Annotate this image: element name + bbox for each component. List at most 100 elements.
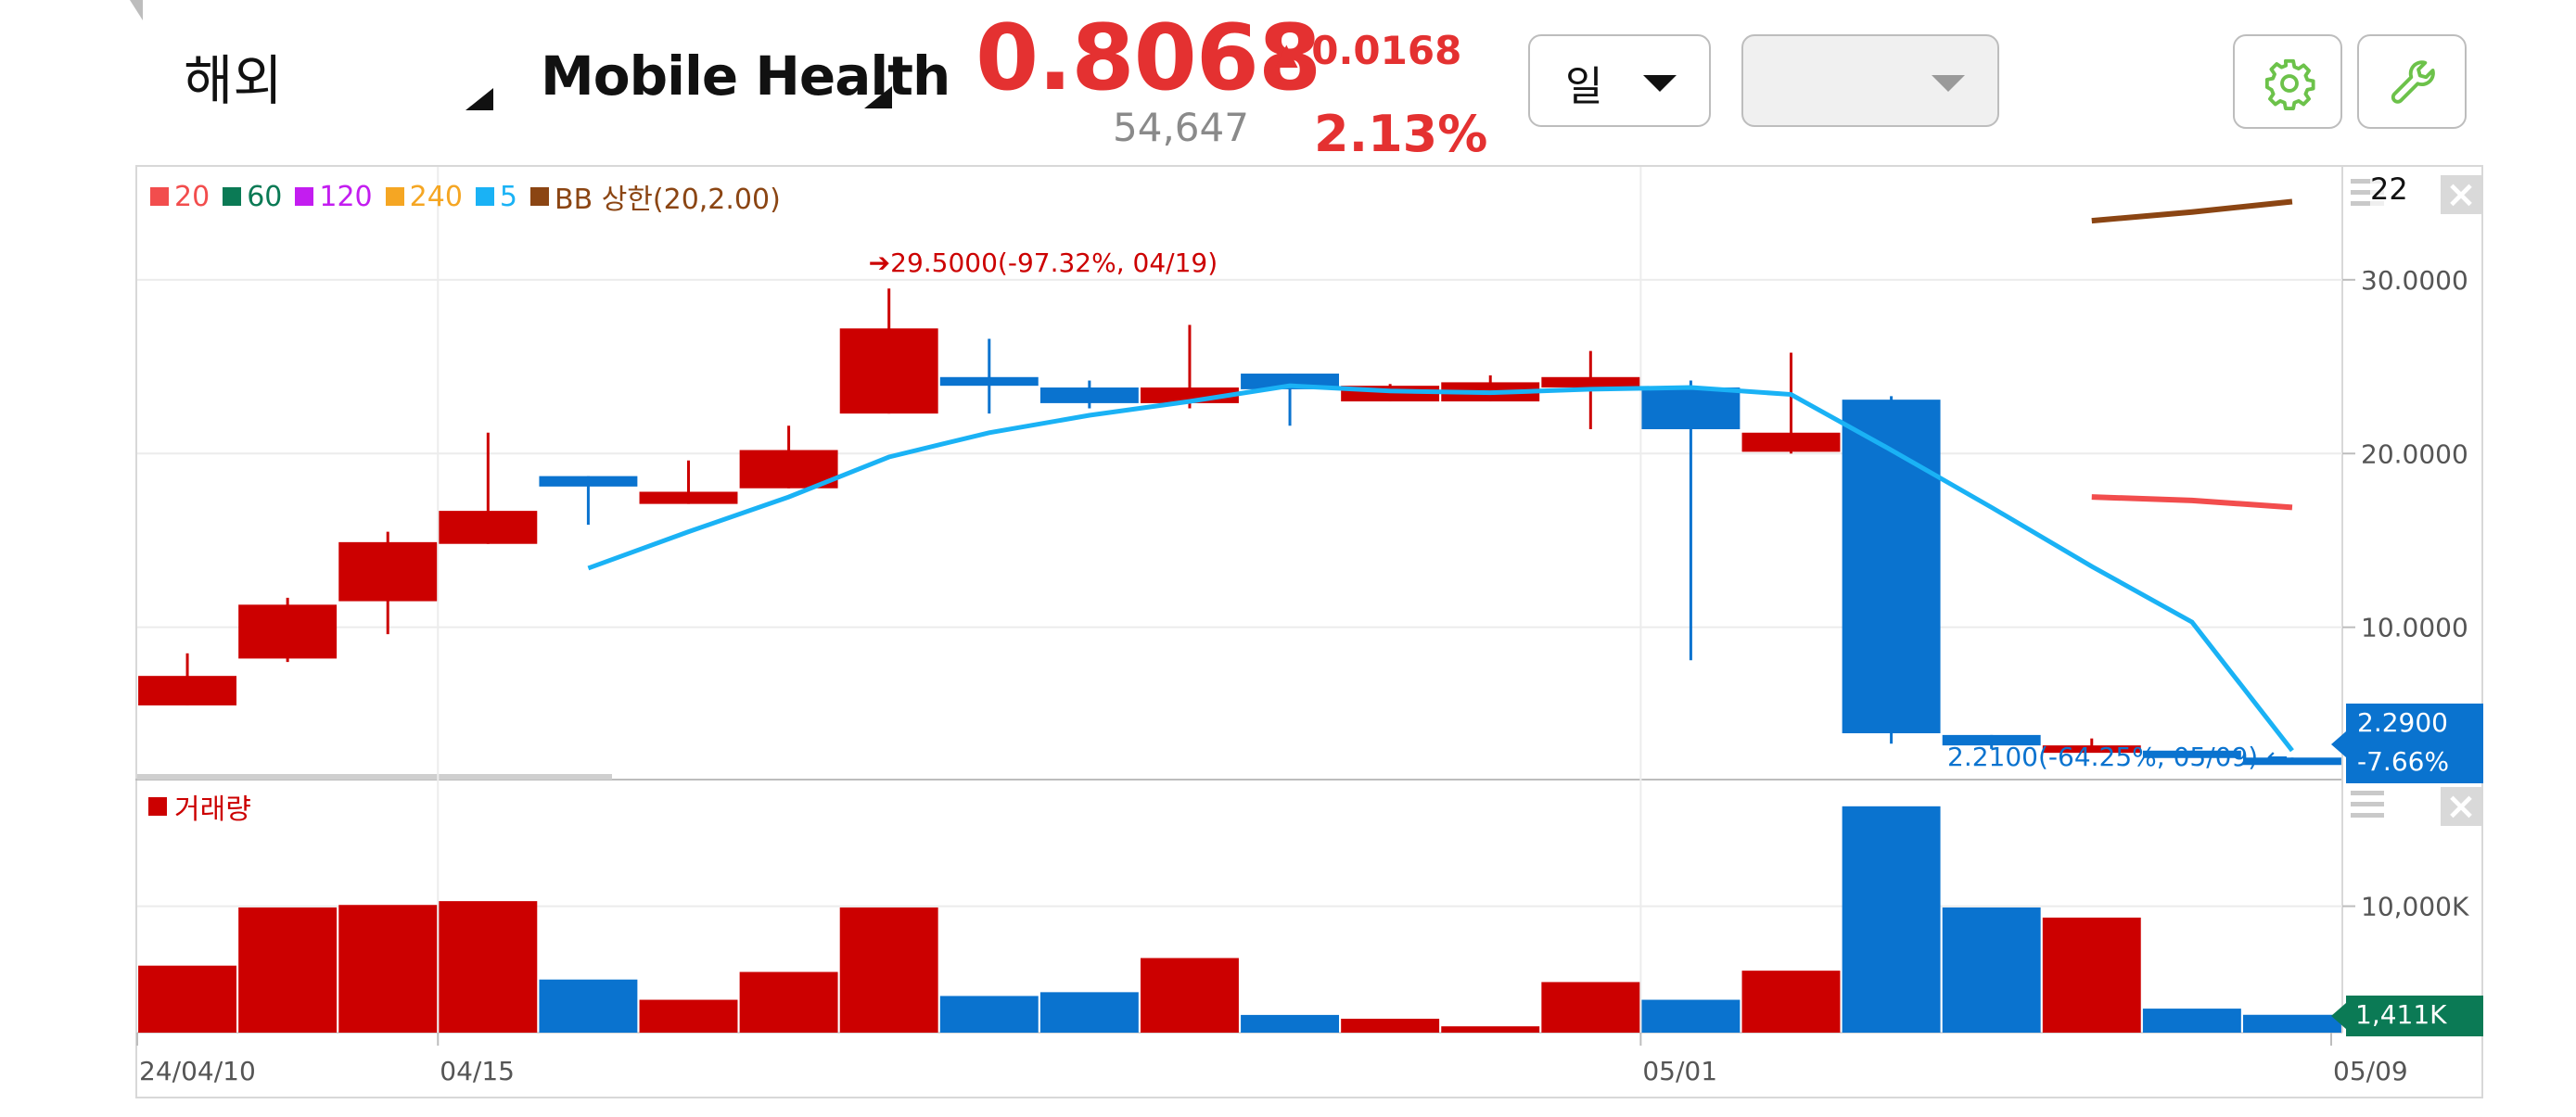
candle-body — [839, 328, 938, 414]
volume-bar — [1241, 1014, 1340, 1033]
candle-body — [138, 676, 237, 706]
bb-upper-line — [2091, 198, 2293, 224]
indicator-lines — [587, 198, 2294, 753]
y-axis: 30.0000 20.0000 10.0000 10,000K — [2342, 265, 2469, 922]
period-select-value: 일 — [1565, 63, 1603, 110]
trade-volume: 54,647 — [1113, 105, 1249, 150]
volume-bar — [739, 971, 838, 1033]
volume-bar — [2042, 917, 2141, 1033]
x-tick-label: 04/15 — [440, 1056, 515, 1086]
price-change: ▲ 0.0168 — [1275, 28, 1461, 73]
volume-bar — [1140, 958, 1239, 1033]
tools-button[interactable] — [2357, 34, 2467, 129]
volume-bar — [1039, 992, 1139, 1033]
volume-bar — [1741, 971, 1841, 1033]
legend-item: 20 — [150, 181, 210, 213]
last-volume-tag: 1,411K — [2331, 996, 2483, 1036]
price-panel-close-icon[interactable]: × — [2441, 175, 2481, 214]
period-select[interactable]: 일 — [1528, 34, 1711, 127]
y-tick-label: 20.0000 — [2361, 438, 2468, 469]
volume-bar — [2142, 1009, 2241, 1033]
legend-item: 120 — [295, 181, 373, 213]
candle-body — [238, 604, 338, 659]
volume-bar — [1541, 982, 1640, 1033]
legend-swatch — [223, 187, 242, 206]
legend-swatch — [150, 187, 169, 206]
ma20-line — [2091, 494, 2293, 511]
chevron-down-icon — [1932, 75, 1965, 92]
volume-bar — [1942, 907, 2041, 1033]
x-tick-label: 05/09 — [2333, 1056, 2408, 1086]
volume-bar — [338, 905, 438, 1033]
candle-body — [1641, 387, 1741, 430]
candle-body — [2242, 757, 2341, 766]
y-tick-label: 10.0000 — [2361, 613, 2468, 643]
wrench-icon — [2391, 60, 2435, 104]
volume-panel-menu-icon[interactable] — [2351, 791, 2384, 819]
current-price: 0.8068 — [976, 6, 1321, 111]
low-price-annotation: 2.2100(-64.25%, 05/09) ← — [1947, 742, 2289, 772]
high-price-annotation: ➔29.5000(-97.32%, 04/19) — [869, 248, 1218, 278]
candle-body — [1039, 387, 1139, 403]
volume-legend: 거래량 — [148, 786, 251, 827]
price-change-value: 0.0168 — [1311, 28, 1462, 73]
chart-frame[interactable] — [135, 165, 2483, 1098]
candle-body — [2042, 745, 2141, 754]
price-panel-menu-icon[interactable] — [2351, 179, 2384, 207]
volume-bar — [138, 965, 237, 1033]
x-axis: 24/04/10 04/15 05/01 05/09 — [136, 1033, 2408, 1086]
volume-legend-swatch — [148, 797, 167, 816]
legend-swatch — [475, 187, 494, 206]
legend-label: BB 상한(20,2.00) — [555, 184, 781, 216]
annotations: ➔29.5000(-97.32%, 04/19) 2.2100(-64.25%, … — [869, 248, 2289, 772]
legend-item: BB 상한(20,2.00) — [530, 176, 781, 217]
last-price-percent: -7.66% — [2357, 746, 2450, 777]
candle-body — [1842, 400, 1941, 734]
candle-body — [1942, 734, 2041, 746]
volume-panel-close-icon[interactable]: × — [2441, 787, 2481, 826]
legend-label: 20 — [174, 180, 210, 213]
candle-body — [1541, 376, 1640, 388]
last-price-tag: 2.2900 -7.66% — [2331, 704, 2483, 783]
volume-series — [138, 806, 2341, 1033]
candlestick-series — [138, 288, 2341, 766]
last-price-value: 2.2900 — [2357, 707, 2448, 738]
candle-body — [539, 476, 638, 487]
settings-button[interactable] — [2233, 34, 2342, 129]
candle-body — [639, 491, 738, 504]
gear-icon — [2264, 58, 2315, 110]
legend-label: 5 — [499, 180, 517, 213]
volume-bar — [1341, 1018, 1440, 1033]
volume-bar — [1842, 806, 1941, 1033]
volume-tick-label: 10,000K — [2361, 892, 2469, 922]
legend-label: 60 — [247, 180, 283, 213]
candle-body — [2142, 750, 2241, 758]
volume-bar — [2242, 1014, 2341, 1033]
volume-bar — [539, 979, 638, 1033]
x-tick-label: 24/04/10 — [139, 1056, 256, 1086]
legend-swatch — [295, 187, 314, 206]
x-tick-label: 05/01 — [1642, 1056, 1717, 1086]
chart-legend: 20 60 120 240 5 BB 상한(20,2.00) — [150, 176, 781, 217]
indicator-select[interactable] — [1741, 34, 1999, 127]
legend-item: 60 — [223, 181, 282, 213]
legend-swatch — [385, 187, 404, 206]
ma5-line — [587, 383, 2294, 753]
market-dropdown-icon[interactable] — [465, 88, 493, 110]
stock-dropdown-icon[interactable] — [864, 86, 892, 108]
volume-bar — [1441, 1026, 1540, 1033]
volume-bar — [439, 901, 538, 1033]
volume-bar — [1641, 999, 1741, 1033]
candle-body — [939, 376, 1039, 387]
volume-bar — [939, 996, 1039, 1033]
candle-count[interactable]: 22 — [2370, 171, 2437, 212]
up-arrow-icon: ▲ — [1275, 36, 1298, 71]
candle-body — [439, 511, 538, 544]
volume-bar — [238, 907, 338, 1033]
market-label[interactable]: 해외 — [184, 49, 283, 112]
legend-item: 240 — [385, 181, 463, 213]
volume-bar — [639, 999, 738, 1033]
price-change-percent: 2.13% — [1314, 105, 1488, 163]
legend-item: 5 — [475, 180, 517, 213]
